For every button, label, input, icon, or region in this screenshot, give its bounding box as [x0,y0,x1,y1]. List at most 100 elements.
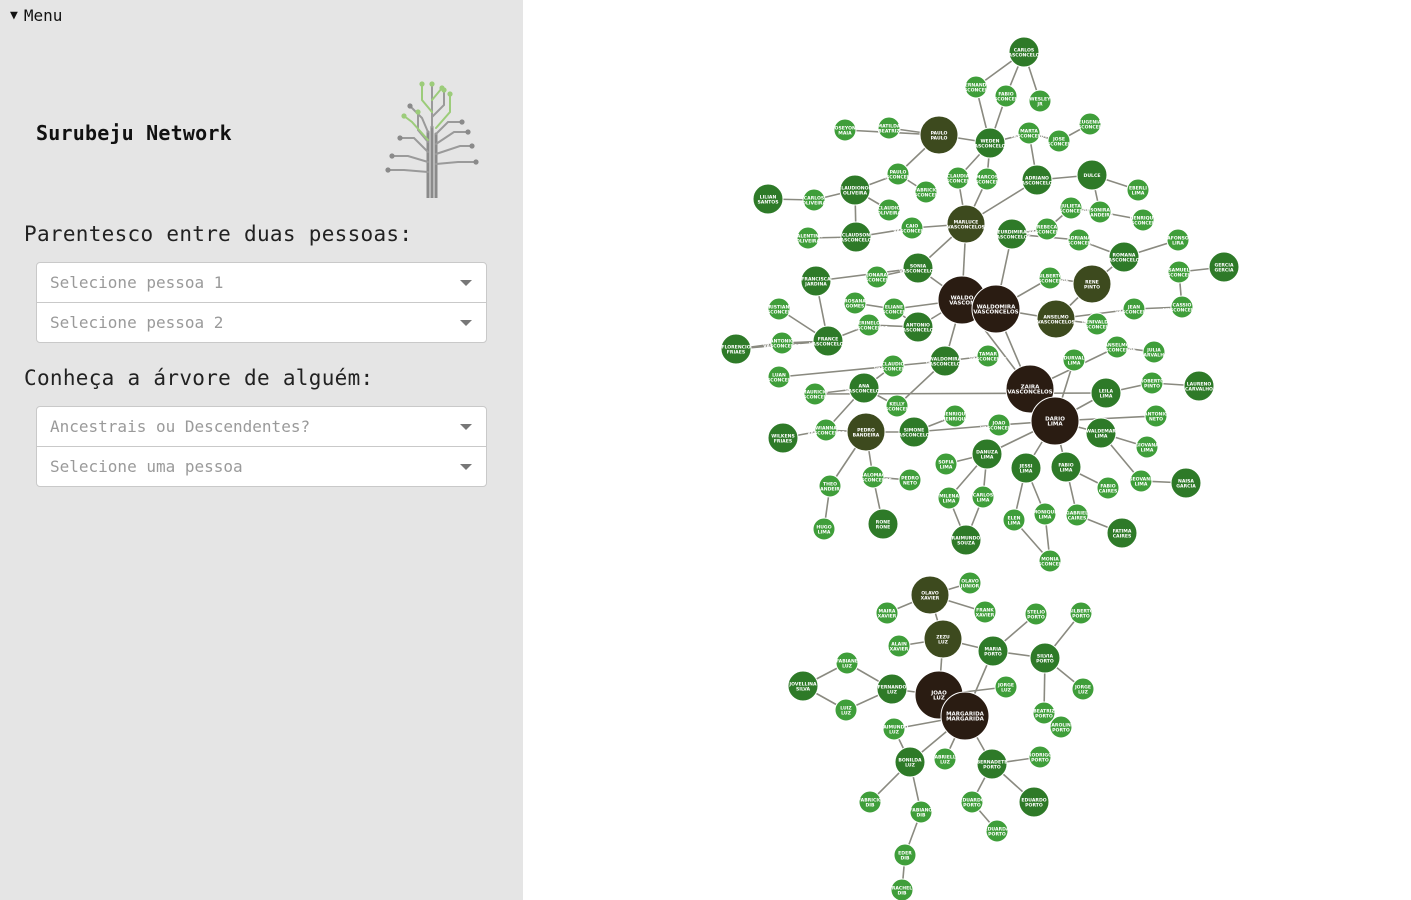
graph-node-beatriz-porto[interactable]: BEATRIZ PORTO [1032,701,1056,725]
graph-node-matilda-beatriz[interactable]: MATILDA BEATRIZ [877,116,901,140]
graph-node-carlos-vasc[interactable]: CARLOS VASCONCELOS [1005,36,1043,68]
graph-node-laureno-carvalho[interactable]: LAURENO CARVALHO [1183,370,1215,402]
graph-node-maria-porto[interactable]: MARIA PORTO [977,635,1009,667]
graph-node-elen-lima[interactable]: ELEN LIMA [1002,508,1026,532]
graph-node-rosana-gomes[interactable]: ROSANA GOMES [843,291,867,315]
graph-node-eurdimira-vasc[interactable]: EURDIMIRA VASCONCELOS [993,218,1031,250]
graph-node-gabriella-luz[interactable]: GABRIELLA LUZ [931,747,960,771]
select-direction[interactable]: Ancestrais ou Descendentes? [37,407,486,447]
graph-node-eduardo-porto[interactable]: EDUARDO PORTO [959,790,985,814]
graph-node-afonso-lira[interactable]: AFONSO LIRA [1166,228,1190,252]
graph-node-claudia-vasc[interactable]: CLAUDIA VASCONCELOS [939,166,977,190]
graph-node-julieta-vasc[interactable]: JULIETA VASCONCELOS [1052,196,1090,220]
graph-node-claudson-vasc[interactable]: CLAUDSON VASCONCELOS [837,221,875,253]
graph-node-erinelo-vasc[interactable]: ERINELO VASCONCELOS [850,313,888,337]
graph-node-waldomira-vasc2[interactable]: WALDOMIRA VASCONCELOS [926,345,964,377]
graph-node-franco-vasc[interactable]: FRANCE VASCONCELOS [809,325,847,357]
graph-node-fernando-luz[interactable]: FERNANDO LUZ [876,673,908,705]
graph-node-jorge-luz[interactable]: JORGE LUZ [994,675,1018,699]
graph-node-sonira-bandeira[interactable]: SONIRA BANDEIRA [1087,200,1114,224]
graph-node-valentina-oliveira[interactable]: VALENTINA OLIVEIRA [794,226,823,250]
graph-node-dulce[interactable]: DULCE [1076,159,1108,191]
graph-node-roseyone-maia[interactable]: ROSEYONE MAIA [831,118,859,142]
graph-node-fabio-lima[interactable]: FABIO LIMA [1050,451,1082,483]
graph-node-olavo-junior[interactable]: OLAVO JUNIOR [958,571,982,595]
select-person[interactable]: Selecione uma pessoa [37,447,486,486]
graph-node-jose-vasc[interactable]: JOSE VASCONCELOS [1040,129,1078,153]
graph-node-joao-vasc[interactable]: JOAO VASCONCELOS [980,413,1018,437]
graph-node-antonio-vasc[interactable]: ANTONIO VASCONCELOS [899,311,937,343]
graph-node-jorge-luz2[interactable]: JORGE LUZ [1071,677,1095,701]
graph-node-claudio-oliveira[interactable]: CLAUDIO OLIVEIRA [877,198,901,222]
graph-node-leila-lima[interactable]: LEILA LIMA [1090,377,1122,409]
graph-node-fernando-vasc[interactable]: FERNANDO VASCONCELOS [957,75,995,99]
graph-node-wesley-jr[interactable]: WESLEY JR [1028,89,1052,113]
graph-node-francisca-jardina[interactable]: FRANCISCA JARDINA [800,265,832,297]
select-person-1[interactable]: Selecione pessoa 1 [37,263,486,303]
graph-node-wilkens-friaes[interactable]: WILKENS FRIAES [767,422,799,454]
graph-node-eduardo-porto2[interactable]: EDUARDO PORTO [1018,786,1050,818]
graph-node-raimundo-souza[interactable]: RAIMUNDO SOUZA [950,524,982,556]
graph-node-fabio-caires[interactable]: FABIO CAIRES [1096,476,1120,500]
graph-node-durval-lima[interactable]: DURVAL LIMA [1062,348,1086,372]
graph-node-paulo-paulo[interactable]: PAULO PAULO [919,115,959,155]
graph-node-henrique-henrique[interactable]: HENRIQUE HENRIQUE [942,404,969,428]
graph-node-antonio-vasc2[interactable]: ANTONIO VASCONCELOS [763,331,801,355]
graph-node-zezu-luz[interactable]: ZEZU LUZ [923,619,963,659]
graph-node-rebeca-vasc[interactable]: REBECA VASCONCELOS [1028,217,1066,241]
graph-node-jonara-vasc[interactable]: JONARA VASCONCELOS [858,265,896,289]
graph-node-dario-lima[interactable]: DARIO LIMA [1030,396,1080,446]
graph-node-tamar-vasc[interactable]: TAMAR VASCONCELOS [969,344,1007,368]
graph-node-olavo-xavier[interactable]: OLAVO XAVIER [910,575,950,615]
graph-node-caio-vasc[interactable]: CAIO VASCONCELOS [893,216,931,240]
graph-node-kelly-vasc[interactable]: KELLY VASCONCELOS [878,394,916,418]
graph-node-fabricio-dib[interactable]: FABRICIO DIB [858,790,882,814]
graph-node-fatima-caires[interactable]: FATIMA CAIRES [1106,517,1138,549]
graph-node-gilberto-vasc[interactable]: GILBERTO VASCONCELOS [1031,266,1069,290]
graph-node-alain-xavier[interactable]: ALAIN XAVIER [887,634,911,658]
select-person-2[interactable]: Selecione pessoa 2 [37,303,486,342]
graph-node-carlos-oliveira[interactable]: CARLOS OLIVEIRA [802,188,826,212]
graph-node-fabricio-vasc[interactable]: FABRICIO VASCONCELOS [907,180,945,204]
graph-node-bonilda-luz[interactable]: BONILDA LUZ [894,746,926,778]
graph-node-eder-dib[interactable]: EDER DIB [893,843,917,867]
graph-node-milena-lima[interactable]: MILENA LIMA [937,486,961,510]
graph-node-fabiano-dib[interactable]: FABIANO DIB [909,800,933,824]
graph-node-margarida-margarida[interactable]: MARGARIDA MARGARIDA [940,691,990,741]
graph-node-marta-vasc[interactable]: MARTA VASCONCELOS [1010,121,1048,145]
graph-node-danuza-lima[interactable]: DANUZA LIMA [971,438,1003,470]
graph-node-salomao-vasc[interactable]: SALOMAO VASCONCELOS [854,465,892,489]
graph-node-gercia-gercia[interactable]: GERCIA GERCIA [1208,251,1240,283]
graph-node-naisa-garcia[interactable]: NAISA GARCIA [1170,467,1202,499]
graph-node-luan-vasc[interactable]: LUAN VASCONCELOS [760,365,798,389]
graph-node-waldomira-vasc[interactable]: WALDOMIRA VASCONCELOS [971,284,1021,334]
graph-node-henrique-vasc[interactable]: HENRIQUE VASCONCELOS [1124,208,1162,232]
graph-node-luiz-luz[interactable]: LUIZ LUZ [834,698,858,722]
graph-node-fabiane-luz[interactable]: FABIANE LUZ [835,651,859,675]
graph-node-geovane-lima[interactable]: GEOVANE LIMA [1129,469,1153,493]
graph-node-genivaldo-vasc[interactable]: GENIVALDO VASCONCELOS [1078,312,1116,336]
graph-node-ana-vasc[interactable]: ANA VASCONCELOS [845,372,883,404]
graph-node-theo-bandeira[interactable]: THEO BANDEIRA [817,474,844,498]
graph-node-eduarda-porto[interactable]: EDUARDA PORTO [984,819,1010,843]
graph-node-cassio-vasc[interactable]: CASSIO VASCONCELOS [1163,295,1201,319]
graph-node-monia-vasc[interactable]: MONIA VASCONCELOS [1031,549,1069,573]
graph-node-wianna-vasc[interactable]: WIANNA VASCONCELOS [807,418,845,442]
graph-node-sonia-vasc[interactable]: SONIA VASCONCELOS [899,252,937,284]
graph-node-florencio-frias[interactable]: FLORENCIO FRIAES [720,333,752,365]
graph-node-pedro-bandeira[interactable]: PEDRO BANDEIRA [846,412,886,452]
graph-node-mauricio-vasc[interactable]: MAURICIO VASCONCELOS [796,382,834,406]
menu-toggle[interactable]: ▼ Menu [10,6,62,25]
graph-node-samuel-vasc[interactable]: SAMUEL VASCONCELOS [1160,260,1198,284]
graph-node-claudio-vasc[interactable]: CLAUDIO VASCONCELOS [874,354,912,378]
graph-node-eberli-lima[interactable]: EBERLI LIMA [1126,178,1150,202]
graph-node-anselmo-vasc2[interactable]: ANSELMO VASCONCELOS [1098,335,1136,359]
graph-node-cristiana-vasc[interactable]: CRISTIANA VASCONCELOS [760,297,798,321]
graph-node-eliane-vasc[interactable]: ELIANE VASCONCELOS [875,297,913,321]
graph-node-carlos-lima[interactable]: CARLOS LIMA [971,485,995,509]
graph-node-hugo-lima[interactable]: HUGO LIMA [812,517,836,541]
graph-node-stelio-porto[interactable]: STELIO PORTO [1024,602,1048,626]
graph-node-sofia-lima[interactable]: SOFIA LIMA [934,452,958,476]
graph-node-rachel-dib[interactable]: RACHEL DIB [890,878,914,900]
